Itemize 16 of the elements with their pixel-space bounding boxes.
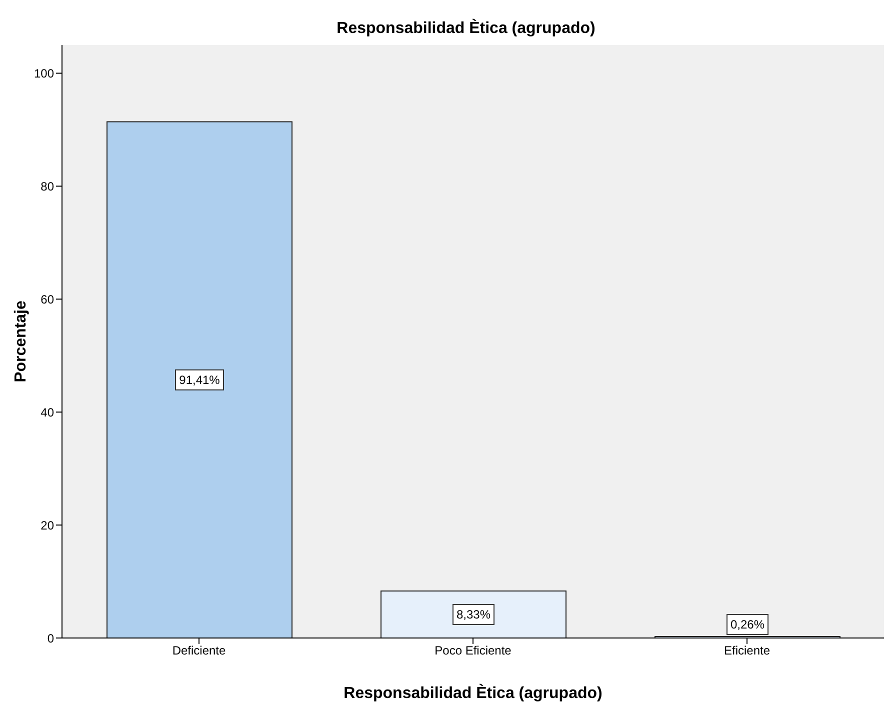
x-tick-label: Poco Eficiente [434, 644, 512, 658]
y-tick-label: 100 [34, 66, 54, 80]
x-tick-label: Eficiente [724, 644, 770, 658]
y-axis-title: Porcentaje [12, 300, 30, 382]
y-tick-label: 20 [40, 518, 54, 532]
x-tick-label: Deficiente [172, 644, 226, 658]
y-tick-label: 0 [47, 631, 54, 646]
data-label: 91,41% [179, 372, 220, 387]
y-tick-label: 40 [40, 405, 54, 420]
y-tick-label: 60 [40, 292, 54, 306]
y-tick-label: 80 [40, 179, 54, 194]
chart-title: Responsabilidad Ètica (agrupado) [336, 20, 596, 38]
data-label: 8,33% [456, 607, 491, 622]
x-axis-title: Responsabilidad Ètica (agrupado) [344, 683, 602, 702]
data-label: 0,26% [730, 618, 765, 632]
bar [106, 121, 292, 638]
